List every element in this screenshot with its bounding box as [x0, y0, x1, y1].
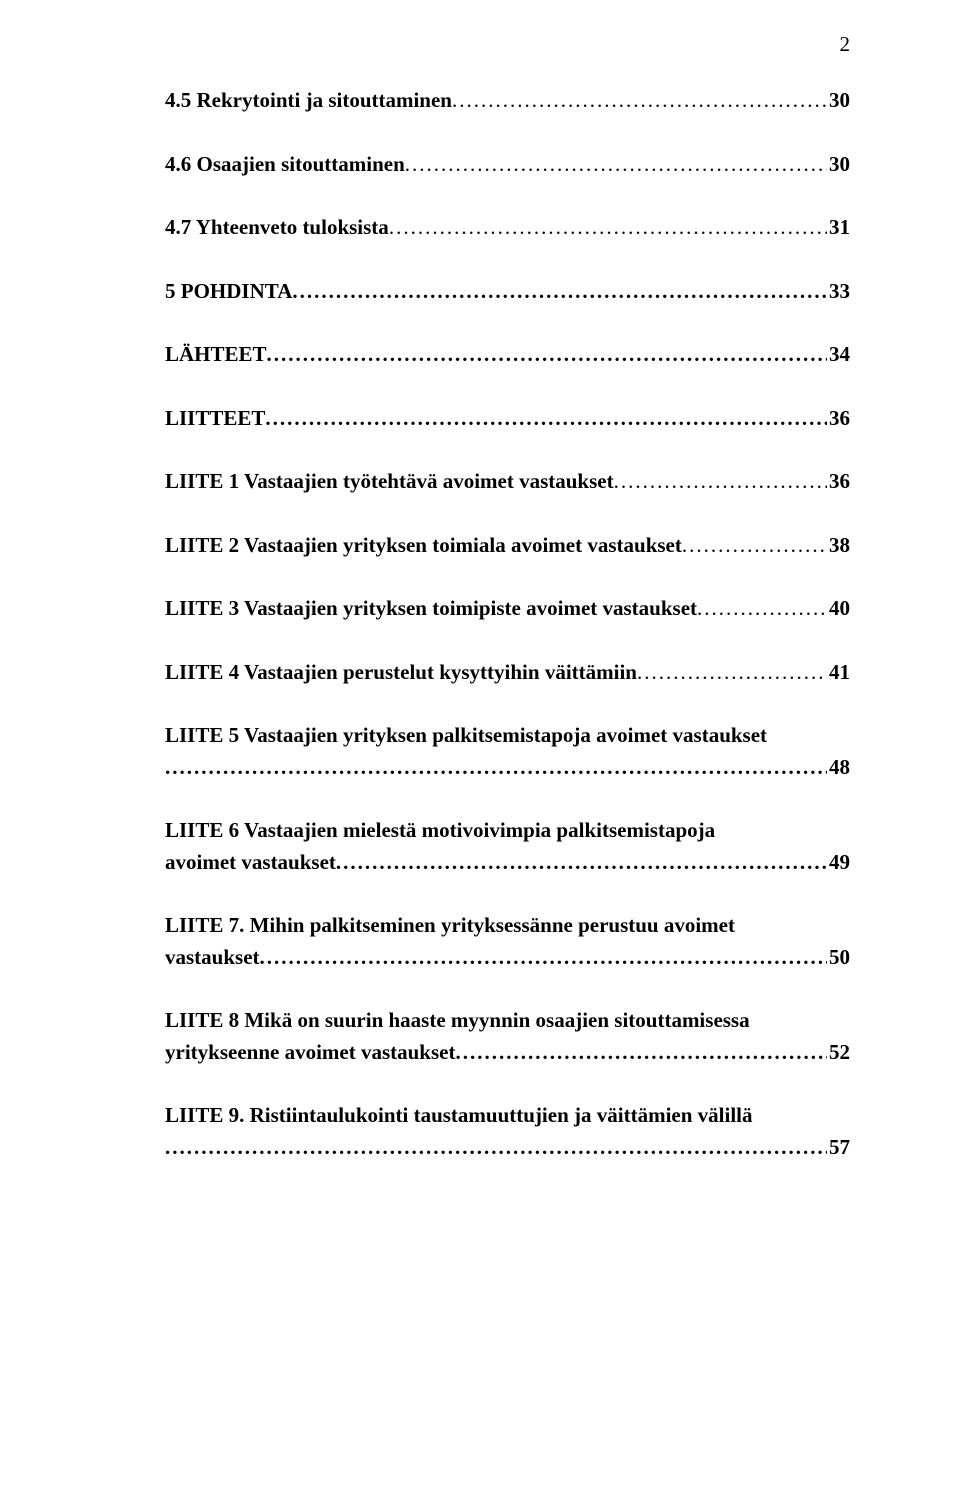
- toc-entry: 4.5 Rekrytointi ja sitouttaminen 30: [165, 85, 850, 117]
- toc-dots: [455, 1037, 827, 1069]
- toc-dots: [260, 942, 827, 974]
- toc-entry: LIITE 2 Vastaajien yrityksen toimiala av…: [165, 530, 850, 562]
- toc-entry: LIITE 7. Mihin palkitseminen yrityksessä…: [165, 910, 850, 973]
- toc-page: 52: [827, 1037, 850, 1069]
- toc-page: 31: [827, 212, 850, 244]
- toc-page: 36: [827, 466, 850, 498]
- toc-title-line1: LIITE 9. Ristiintaulukointi taustamuuttu…: [165, 1100, 850, 1132]
- toc-title: LIITE 3 Vastaajien yrityksen toimipiste …: [165, 593, 697, 625]
- toc-line2: 57: [165, 1132, 850, 1164]
- toc-dots: [336, 847, 827, 879]
- toc-dots: [614, 466, 827, 498]
- toc-entry: LÄHTEET 34: [165, 339, 850, 371]
- toc-title-line2: vastaukset: [165, 942, 260, 974]
- toc-dots: [682, 530, 827, 562]
- toc-title: LIITE 1 Vastaajien työtehtävä avoimet va…: [165, 466, 614, 498]
- toc-line2: vastaukset 50: [165, 942, 850, 974]
- toc-page: 50: [827, 942, 850, 974]
- toc-title: 5 POHDINTA: [165, 276, 292, 308]
- toc-title: LIITE 2 Vastaajien yrityksen toimiala av…: [165, 530, 682, 562]
- toc-line2: 48: [165, 752, 850, 784]
- toc-entry: LIITE 6 Vastaajien mielestä motivoivimpi…: [165, 815, 850, 878]
- toc-dots: [405, 149, 827, 181]
- toc-entry: LIITE 3 Vastaajien yrityksen toimipiste …: [165, 593, 850, 625]
- toc-page: 34: [827, 339, 850, 371]
- toc-page: 33: [827, 276, 850, 308]
- toc-title: LIITTEET: [165, 403, 265, 435]
- toc-page: 36: [827, 403, 850, 435]
- toc-dots: [292, 276, 827, 308]
- toc-entry: LIITE 1 Vastaajien työtehtävä avoimet va…: [165, 466, 850, 498]
- toc-entry: LIITE 9. Ristiintaulukointi taustamuuttu…: [165, 1100, 850, 1163]
- toc-entry: LIITE 5 Vastaajien yrityksen palkitsemis…: [165, 720, 850, 783]
- toc-page: 30: [827, 149, 850, 181]
- toc-title-line2: avoimet vastaukset: [165, 847, 336, 879]
- toc-page: 30: [827, 85, 850, 117]
- toc-title-line1: LIITE 8 Mikä on suurin haaste myynnin os…: [165, 1005, 850, 1037]
- toc-dots: [165, 1132, 827, 1164]
- toc-entry: 5 POHDINTA 33: [165, 276, 850, 308]
- toc-entry: 4.7 Yhteenveto tuloksista 31: [165, 212, 850, 244]
- toc-title: 4.5 Rekrytointi ja sitouttaminen: [165, 85, 452, 117]
- toc-page: 41: [827, 657, 850, 689]
- toc-dots: [697, 593, 827, 625]
- toc-title: 4.6 Osaajien sitouttaminen: [165, 149, 405, 181]
- toc-entry: LIITTEET 36: [165, 403, 850, 435]
- toc-list: 4.5 Rekrytointi ja sitouttaminen304.6 Os…: [165, 85, 850, 1163]
- toc-line2: avoimet vastaukset 49: [165, 847, 850, 879]
- toc-title: LÄHTEET: [165, 339, 267, 371]
- toc-dots: [452, 85, 827, 117]
- toc-dots: [165, 752, 827, 784]
- toc-dots: [267, 339, 827, 371]
- toc-entry: LIITE 4 Vastaajien perustelut kysyttyihi…: [165, 657, 850, 689]
- toc-dots: [637, 657, 827, 689]
- page-number: 2: [165, 32, 850, 57]
- toc-title: LIITE 4 Vastaajien perustelut kysyttyihi…: [165, 657, 637, 689]
- toc-page: 40: [827, 593, 850, 625]
- toc-dots: [265, 403, 827, 435]
- toc-title: 4.7 Yhteenveto tuloksista: [165, 212, 389, 244]
- toc-title-line1: LIITE 6 Vastaajien mielestä motivoivimpi…: [165, 815, 850, 847]
- toc-entry: 4.6 Osaajien sitouttaminen 30: [165, 149, 850, 181]
- toc-line2: yritykseenne avoimet vastaukset 52: [165, 1037, 850, 1069]
- toc-title-line1: LIITE 5 Vastaajien yrityksen palkitsemis…: [165, 720, 850, 752]
- toc-page: 57: [827, 1132, 850, 1164]
- toc-page: 48: [827, 752, 850, 784]
- toc-page: 38: [827, 530, 850, 562]
- toc-title-line1: LIITE 7. Mihin palkitseminen yrityksessä…: [165, 910, 850, 942]
- toc-title-line2: yritykseenne avoimet vastaukset: [165, 1037, 455, 1069]
- toc-entry: LIITE 8 Mikä on suurin haaste myynnin os…: [165, 1005, 850, 1068]
- toc-page: 49: [827, 847, 850, 879]
- toc-dots: [389, 212, 827, 244]
